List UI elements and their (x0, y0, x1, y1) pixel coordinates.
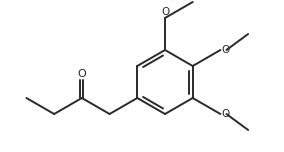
Text: O: O (161, 7, 169, 17)
Text: O: O (222, 45, 230, 55)
Text: O: O (78, 69, 86, 79)
Text: O: O (222, 109, 230, 119)
